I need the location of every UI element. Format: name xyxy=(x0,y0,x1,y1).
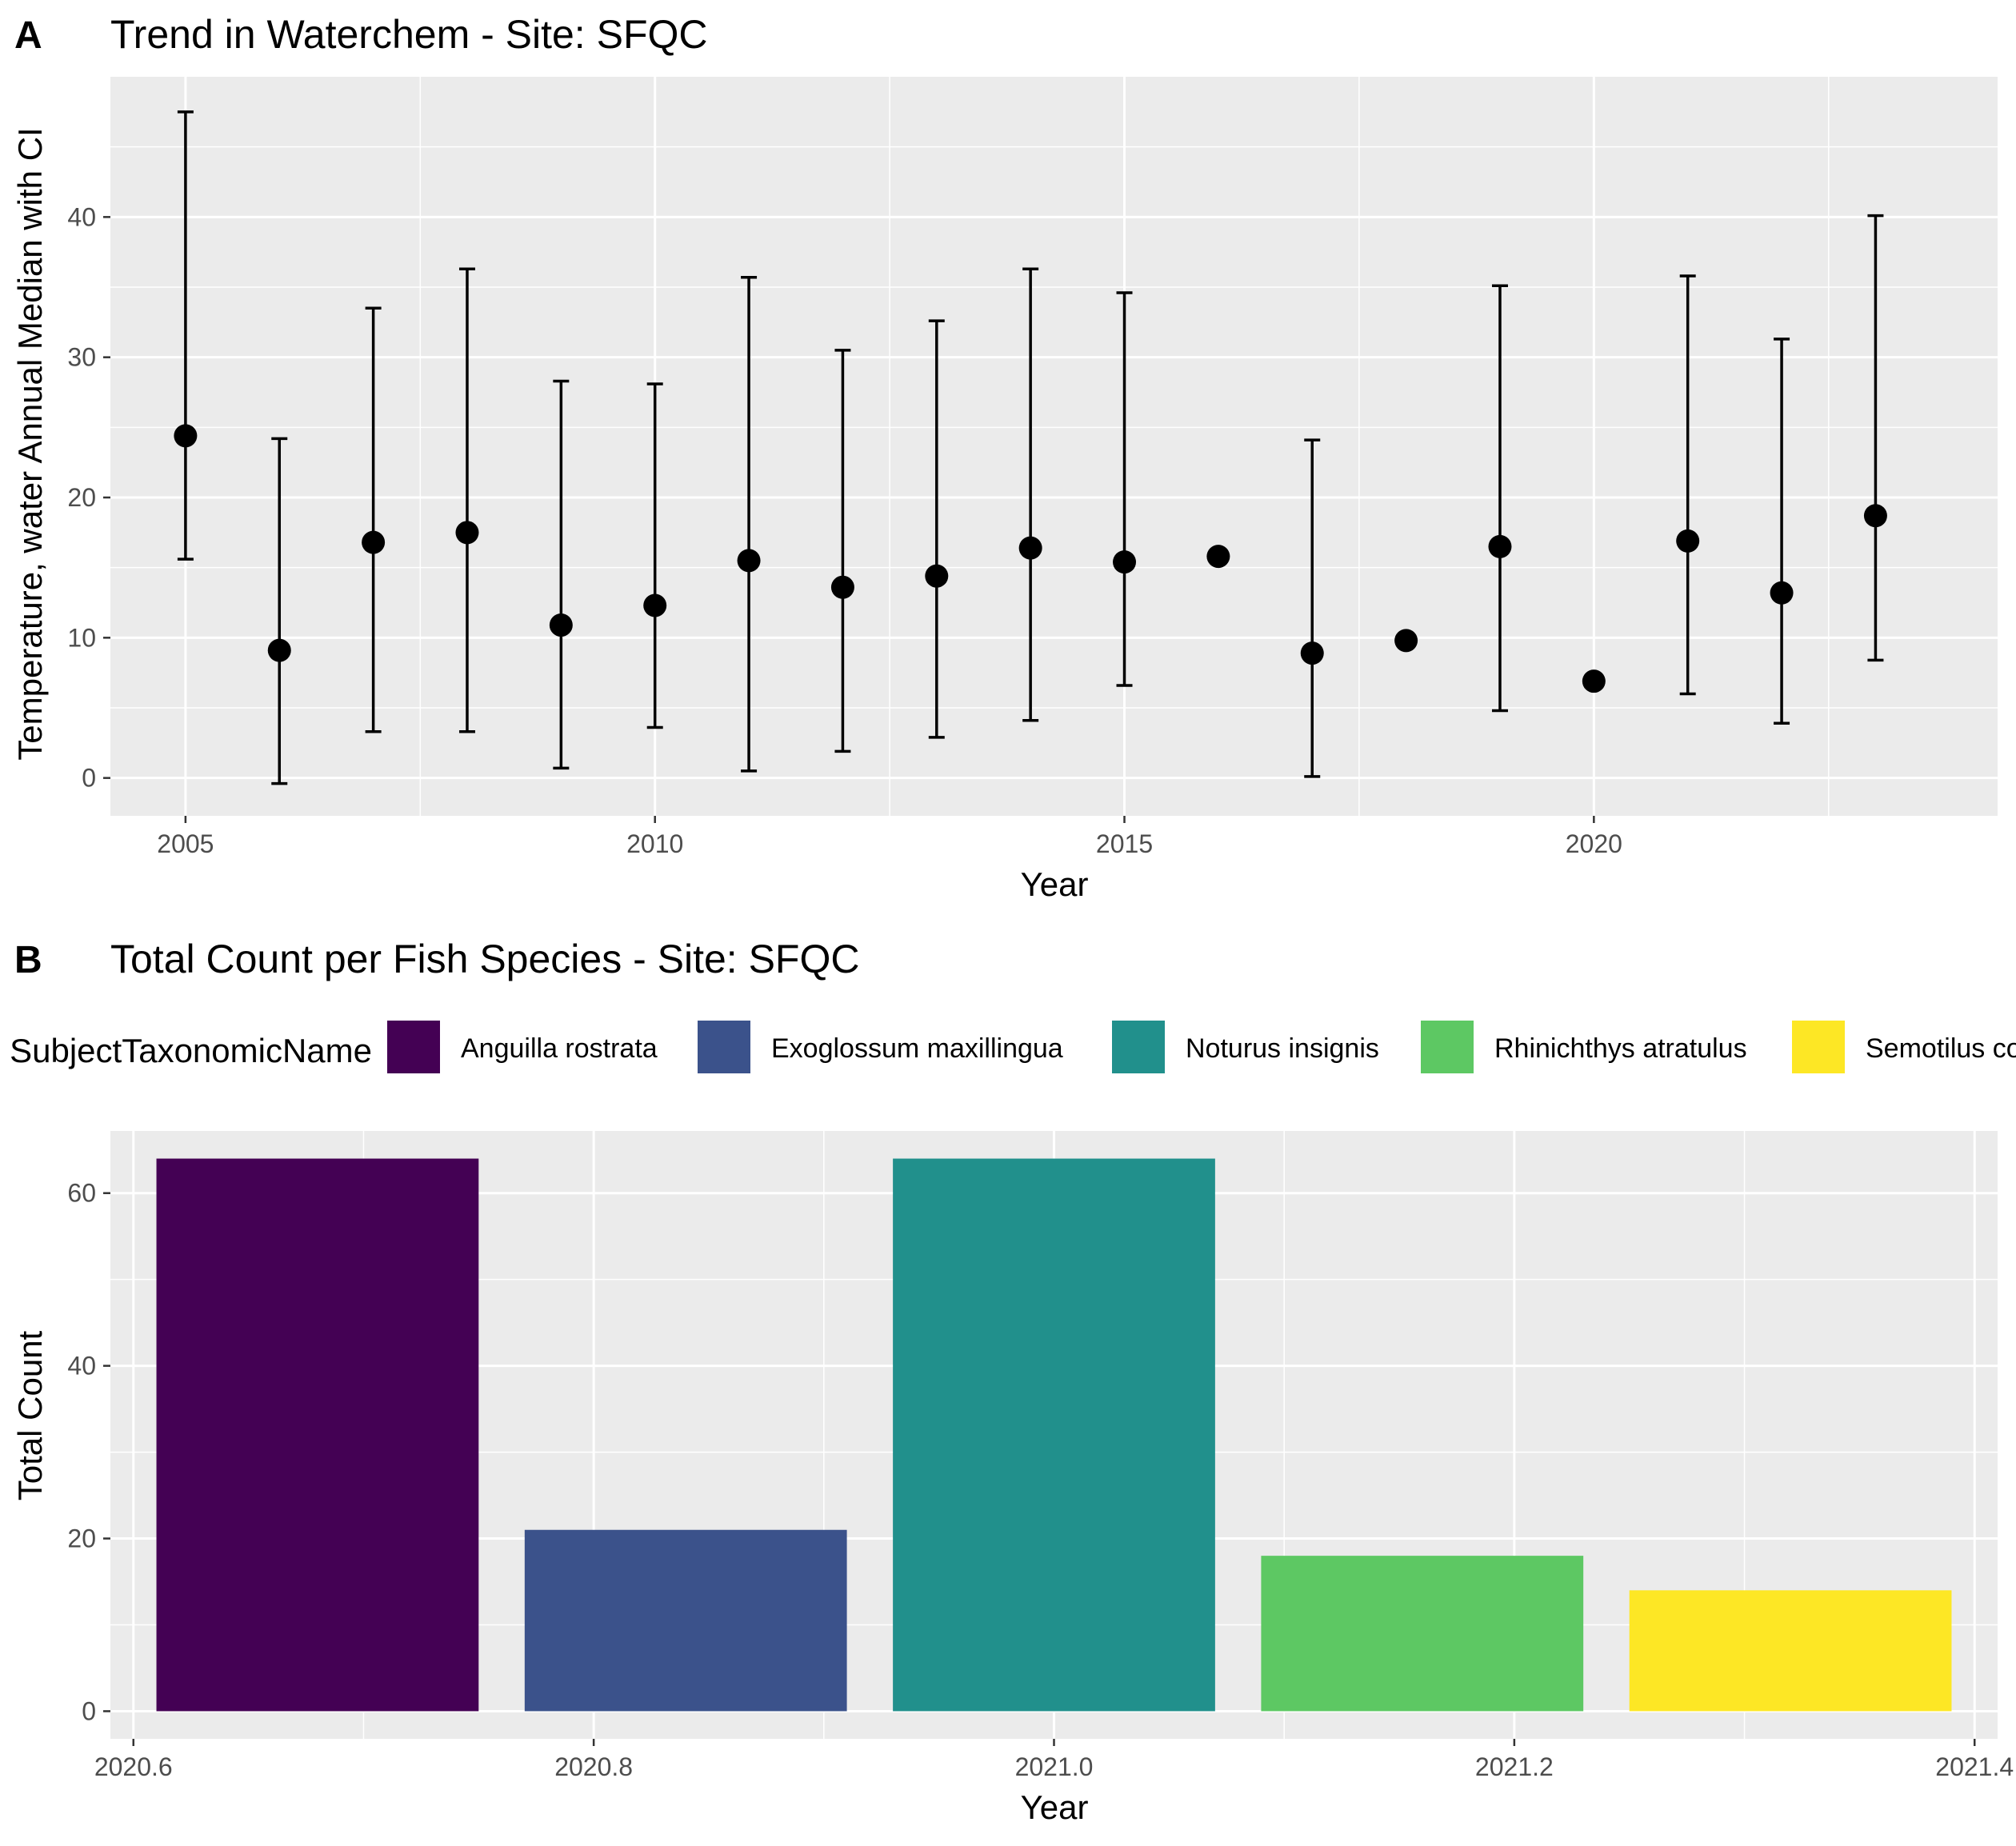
a-errorbar xyxy=(834,349,851,753)
legend-key xyxy=(1421,1021,1474,1073)
a-point xyxy=(1676,529,1700,553)
a-y-tick-label: 0 xyxy=(82,764,96,793)
b-bar xyxy=(893,1158,1215,1712)
a-errorbar xyxy=(1116,291,1133,687)
a-point xyxy=(362,530,386,554)
legend-key xyxy=(1112,1021,1165,1073)
legend-label: Rhinichthys atratulus xyxy=(1494,1033,1747,1064)
a-errorbar xyxy=(1774,338,1790,725)
a-errorbar xyxy=(1304,438,1321,778)
b-y-tick-label: 0 xyxy=(82,1696,96,1725)
a-point xyxy=(1394,629,1418,653)
a-x-tick-label: 2010 xyxy=(626,829,683,858)
a-point xyxy=(1488,534,1512,558)
panel-a-x-axis-title: Year xyxy=(1021,865,1089,903)
legend-label: Semotilus corporalis xyxy=(1866,1033,2016,1064)
panel-a-letter: A xyxy=(14,14,42,57)
a-y-tick-label: 10 xyxy=(67,623,96,652)
panel-b-y-axis-title: Total Count xyxy=(11,1330,49,1500)
a-y-tick-label: 20 xyxy=(67,483,96,512)
a-point xyxy=(925,564,949,588)
b-bar xyxy=(1629,1590,1952,1712)
b-y-tick-label: 60 xyxy=(67,1179,96,1208)
legend-key xyxy=(1792,1021,1845,1073)
b-bar xyxy=(156,1158,479,1712)
a-point xyxy=(643,593,667,617)
a-errorbar xyxy=(365,306,382,733)
panel-b-legend: SubjectTaxonomicName Anguilla rostrata Ex… xyxy=(10,1021,2016,1073)
legend-title: SubjectTaxonomicName xyxy=(10,1032,372,1069)
a-point xyxy=(267,638,291,662)
a-point xyxy=(737,549,761,573)
a-x-tick-label: 2005 xyxy=(157,829,214,858)
a-errorbar xyxy=(553,379,570,770)
a-point xyxy=(1206,545,1230,569)
a-point xyxy=(1113,550,1137,574)
legend-item: Rhinichthys atratulus xyxy=(1421,1021,1747,1073)
a-errorbar xyxy=(1679,274,1696,696)
panel-b-letter: B xyxy=(14,939,42,981)
a-errorbar xyxy=(928,319,945,739)
b-y-tick-label: 20 xyxy=(67,1524,96,1553)
a-point xyxy=(174,424,198,448)
a-errorbar xyxy=(1491,284,1508,713)
legend-item: Exoglossum maxillingua xyxy=(698,1021,1063,1073)
a-errorbar xyxy=(1022,267,1039,722)
a-errorbar xyxy=(458,267,475,733)
a-point xyxy=(1582,669,1606,693)
panel-a-title: Trend in Waterchem - Site: SFQC xyxy=(110,12,707,57)
a-y-tick-label: 30 xyxy=(67,343,96,372)
a-point xyxy=(455,521,479,545)
a-errorbar xyxy=(1867,214,1884,662)
panel-b-marks xyxy=(156,1158,1952,1712)
panel-b-title: Total Count per Fish Species - Site: SFQ… xyxy=(110,937,859,981)
a-x-tick-label: 2015 xyxy=(1096,829,1153,858)
a-x-tick-label: 2020 xyxy=(1566,829,1622,858)
a-point xyxy=(1863,504,1887,528)
panel-b-ticks: 0 20 40 60 2020.6 2020.8 2021.0 2021.2 2021.4 xyxy=(67,1179,2014,1781)
panel-a-plot-area xyxy=(110,77,1998,816)
b-x-tick-label: 2020.8 xyxy=(554,1752,633,1781)
legend-key xyxy=(698,1021,750,1073)
b-bar xyxy=(524,1529,847,1712)
a-errorbar xyxy=(646,382,663,729)
panel-a-y-axis-title: Temperature, water Annual Median with CI xyxy=(11,127,49,760)
panel-b-x-axis-title: Year xyxy=(1021,1788,1089,1826)
legend-label: Anguilla rostrata xyxy=(461,1033,658,1064)
b-x-tick-label: 2021.4 xyxy=(1935,1752,2014,1781)
a-point xyxy=(1770,581,1794,605)
a-errorbar xyxy=(177,110,194,561)
legend-key xyxy=(387,1021,440,1073)
panel-a-marks xyxy=(174,110,1887,785)
legend-item: Semotilus corporalis xyxy=(1792,1021,2016,1073)
panel-a-grid xyxy=(110,77,1998,816)
legend-label: Exoglossum maxillingua xyxy=(771,1033,1063,1064)
a-point xyxy=(1300,641,1324,665)
b-x-tick-label: 2021.0 xyxy=(1015,1752,1094,1781)
b-y-tick-label: 40 xyxy=(67,1352,96,1381)
b-x-tick-label: 2021.2 xyxy=(1475,1752,1554,1781)
a-point xyxy=(830,575,854,599)
a-point xyxy=(1018,536,1042,560)
panel-a-ticks: 0 10 20 30 40 2005 2010 2015 2020 xyxy=(67,202,1622,858)
legend-label: Noturus insignis xyxy=(1186,1033,1379,1064)
b-x-tick-label: 2020.6 xyxy=(94,1752,173,1781)
a-y-tick-label: 40 xyxy=(67,202,96,231)
legend-item: Noturus insignis xyxy=(1112,1021,1379,1073)
a-errorbar xyxy=(271,437,288,785)
a-point xyxy=(549,613,573,637)
a-errorbar xyxy=(741,275,758,773)
b-bar xyxy=(1261,1556,1584,1712)
legend-item: Anguilla rostrata xyxy=(387,1021,658,1073)
